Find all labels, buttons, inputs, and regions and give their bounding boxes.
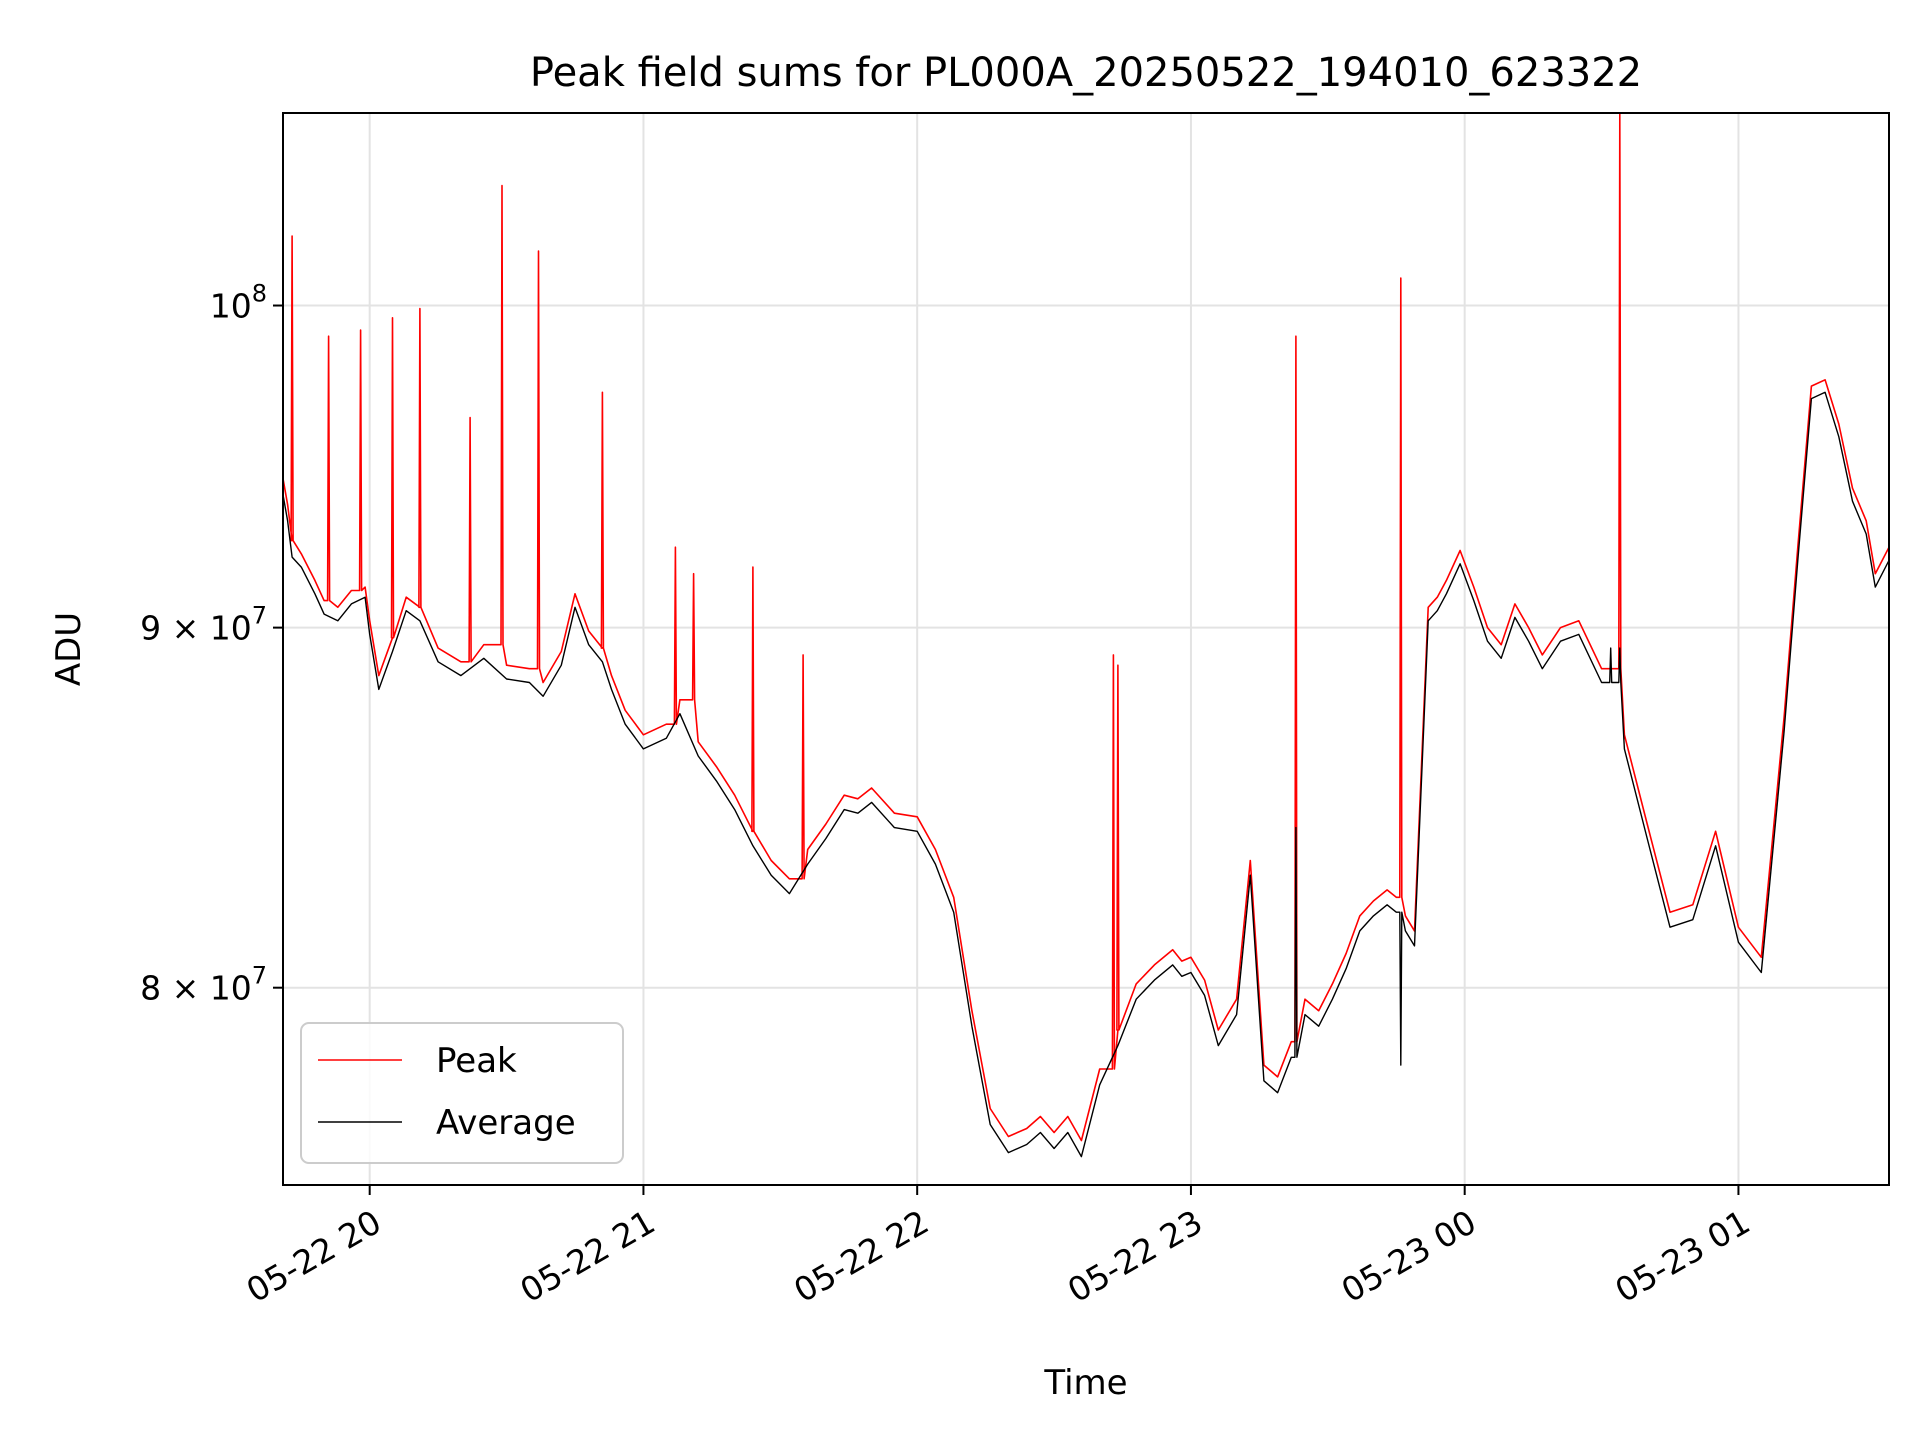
legend-box <box>300 1022 624 1164</box>
series-line-peak <box>283 113 1889 1142</box>
series-line-average <box>283 391 1889 1158</box>
legend-label-peak: Peak <box>436 1041 517 1081</box>
y-axis-label: ADU <box>49 612 89 686</box>
y-tick-label: 8 × 107 <box>140 962 267 1008</box>
x-axis-label: Time <box>1043 1363 1127 1403</box>
axes-frame <box>282 112 1890 1186</box>
grid-lines <box>283 113 1889 1185</box>
y-tick-label: 9 × 107 <box>140 602 267 648</box>
chart-title: Peak field sums for PL000A_20250522_1940… <box>530 50 1642 96</box>
legend: Peak Average <box>300 1022 624 1164</box>
legend-label-average: Average <box>436 1103 576 1143</box>
plot-area <box>283 113 1889 1158</box>
y-tick-label: 108 <box>210 280 267 326</box>
